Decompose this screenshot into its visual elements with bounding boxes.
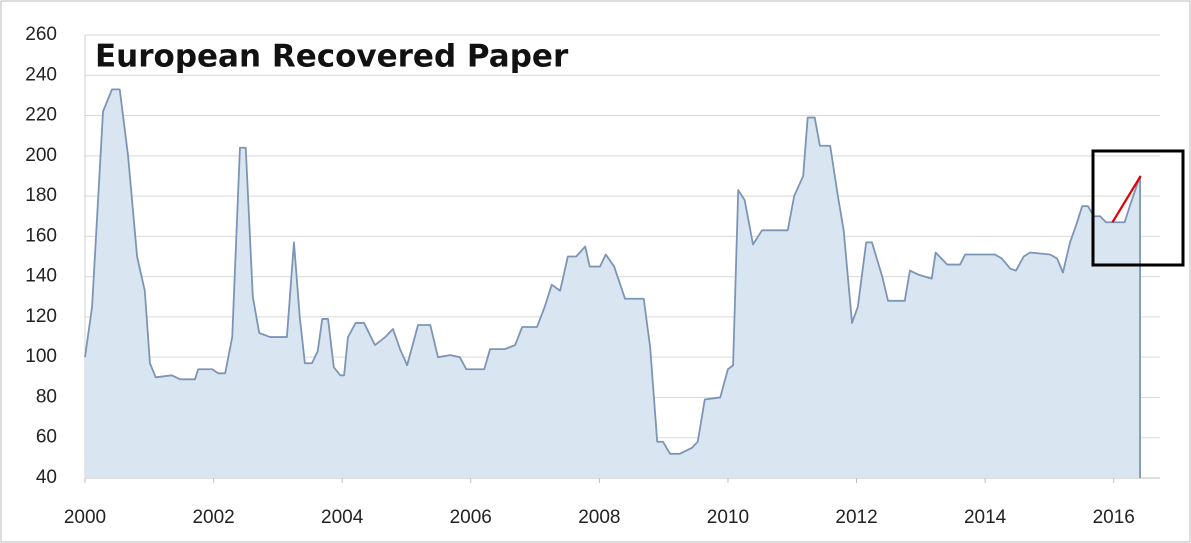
highlight-line <box>1111 175 1142 223</box>
x-tick-label: 2000 <box>64 507 106 528</box>
y-tick-label: 240 <box>25 64 57 85</box>
chart-title: European Recovered Paper <box>95 39 569 75</box>
highlight-box <box>1091 149 1185 267</box>
x-tick-label: 2004 <box>321 507 364 528</box>
plot <box>84 88 1142 479</box>
x-tick-label: 2008 <box>578 507 620 528</box>
area-fill <box>85 89 1141 479</box>
y-tick-label: 80 <box>36 386 57 407</box>
y-tick-label: 40 <box>36 467 57 488</box>
x-tick-label: 2010 <box>707 507 749 528</box>
x-tick-label: 2002 <box>192 507 234 528</box>
x-tick-label: 2016 <box>1093 507 1135 528</box>
y-tick-label: 120 <box>25 306 57 327</box>
y-tick-label: 160 <box>25 225 57 246</box>
y-tick-label: 180 <box>25 185 57 206</box>
y-tick-label: 200 <box>25 145 57 166</box>
y-tick-label: 220 <box>25 105 57 126</box>
x-tick-label: 2014 <box>964 507 1007 528</box>
y-tick-label: 100 <box>25 346 57 367</box>
x-tick-label: 2012 <box>835 507 877 528</box>
area-line <box>84 88 1141 455</box>
y-tick-label: 60 <box>36 427 57 448</box>
x-tick-label: 2006 <box>450 507 492 528</box>
y-tick-label: 140 <box>25 266 57 287</box>
y-tick-label: 260 <box>25 24 57 45</box>
